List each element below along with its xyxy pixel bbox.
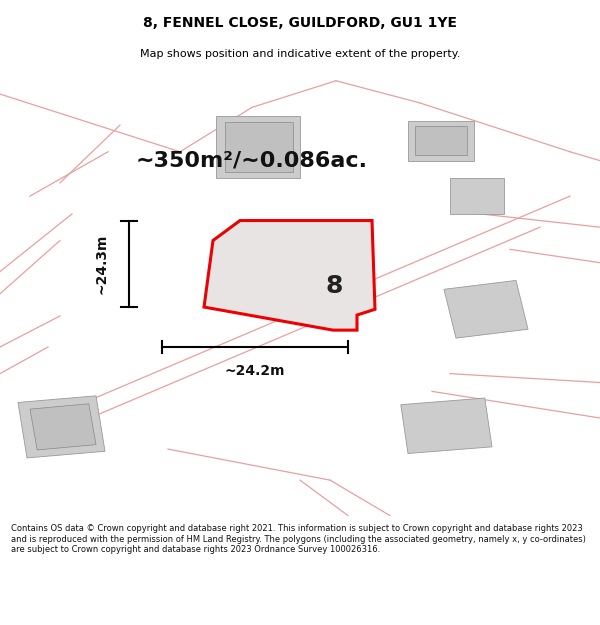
Polygon shape bbox=[18, 396, 105, 458]
Text: Contains OS data © Crown copyright and database right 2021. This information is : Contains OS data © Crown copyright and d… bbox=[11, 524, 586, 554]
Text: ~24.2m: ~24.2m bbox=[225, 364, 285, 378]
Polygon shape bbox=[219, 245, 318, 298]
Text: 8, FENNEL CLOSE, GUILDFORD, GU1 1YE: 8, FENNEL CLOSE, GUILDFORD, GU1 1YE bbox=[143, 16, 457, 30]
Polygon shape bbox=[408, 121, 474, 161]
Polygon shape bbox=[401, 398, 492, 454]
Polygon shape bbox=[30, 404, 96, 450]
Text: ~24.3m: ~24.3m bbox=[95, 234, 109, 294]
Polygon shape bbox=[415, 126, 467, 155]
Polygon shape bbox=[450, 178, 504, 214]
Polygon shape bbox=[225, 122, 293, 172]
Polygon shape bbox=[444, 281, 528, 338]
Polygon shape bbox=[204, 221, 375, 330]
Text: 8: 8 bbox=[325, 274, 343, 298]
Polygon shape bbox=[339, 221, 360, 241]
Text: Map shows position and indicative extent of the property.: Map shows position and indicative extent… bbox=[140, 49, 460, 59]
Text: ~350m²/~0.086ac.: ~350m²/~0.086ac. bbox=[136, 151, 368, 171]
Polygon shape bbox=[216, 116, 300, 178]
